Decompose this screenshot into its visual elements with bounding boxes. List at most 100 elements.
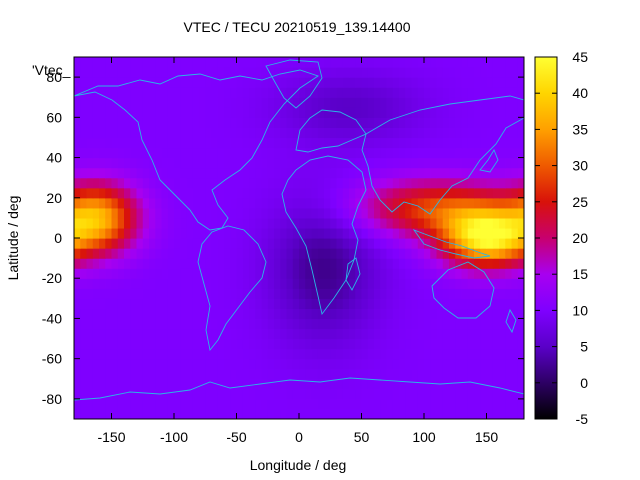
heatmap-cell (361, 157, 369, 169)
heatmap-cell (255, 77, 263, 88)
heatmap-cell (211, 207, 219, 219)
heatmap-cell (180, 348, 188, 360)
heatmap-cell (499, 408, 506, 419)
heatmap-cell (517, 157, 524, 169)
heatmap-cell (92, 398, 100, 410)
heatmap-cell (324, 187, 331, 199)
heatmap-cell (505, 368, 513, 380)
heatmap-cell (399, 308, 406, 320)
heatmap-cell (99, 217, 106, 229)
heatmap-cell (486, 288, 494, 299)
heatmap-cell (255, 147, 263, 159)
heatmap-cell (236, 137, 244, 149)
heatmap-cell (467, 248, 475, 259)
heatmap-cell (374, 378, 381, 390)
heatmap-cell (424, 298, 431, 309)
heatmap-cell (86, 378, 94, 390)
heatmap-cell (505, 217, 513, 229)
heatmap-cell (392, 187, 400, 199)
heatmap-cell (311, 328, 319, 340)
heatmap-cell (474, 288, 481, 299)
heatmap-cell (449, 197, 456, 209)
heatmap-cell (174, 157, 181, 169)
heatmap-cell (74, 227, 81, 239)
heatmap-cell (267, 117, 275, 128)
heatmap-cell (449, 57, 456, 68)
y-axis-title: Latitude / deg (5, 196, 21, 281)
heatmap-cell (299, 77, 306, 88)
heatmap-cell (230, 398, 238, 410)
heatmap-cell (442, 298, 450, 309)
heatmap-cell (430, 127, 438, 139)
heatmap-cell (299, 318, 306, 330)
heatmap-cell (167, 157, 175, 169)
heatmap-cell (130, 248, 138, 259)
heatmap-cell (236, 87, 244, 98)
heatmap-cell (199, 328, 206, 340)
heatmap-cell (199, 398, 206, 410)
heatmap-cell (367, 227, 375, 239)
heatmap-cell (461, 348, 469, 360)
heatmap-cell (380, 398, 388, 410)
heatmap-cell (142, 57, 150, 68)
heatmap-cell (274, 358, 281, 370)
heatmap-cell (392, 227, 400, 239)
heatmap-cell (280, 278, 288, 289)
heatmap-cell (224, 97, 231, 108)
heatmap-cell (424, 308, 431, 320)
heatmap-cell (386, 378, 394, 390)
heatmap-cell (436, 77, 444, 88)
heatmap-cell (486, 358, 494, 370)
heatmap-cell (342, 147, 350, 159)
heatmap-cell (192, 127, 200, 139)
heatmap-cell (486, 308, 494, 320)
heatmap-cell (217, 318, 225, 330)
heatmap-cell (117, 248, 125, 259)
heatmap-cell (499, 318, 506, 330)
heatmap-cell (155, 298, 163, 309)
heatmap-cell (92, 187, 100, 199)
heatmap-cell (380, 177, 388, 189)
heatmap-cell (117, 157, 125, 169)
heatmap-cell (311, 227, 319, 239)
heatmap-cell (136, 368, 144, 380)
heatmap-cell (405, 258, 413, 269)
heatmap-cell (211, 238, 219, 249)
heatmap-cell (205, 258, 213, 269)
heatmap-cell (236, 217, 244, 229)
heatmap-cell (117, 368, 125, 380)
heatmap-cell (492, 338, 500, 350)
heatmap-cell (130, 127, 138, 139)
heatmap-cell (436, 217, 444, 229)
heatmap-cell (161, 227, 169, 239)
heatmap-cell (230, 57, 238, 68)
heatmap-cell (442, 378, 450, 390)
heatmap-cell (424, 87, 431, 98)
heatmap-cell (92, 167, 100, 179)
heatmap-cell (261, 77, 269, 88)
heatmap-cell (224, 77, 231, 88)
heatmap-cell (136, 227, 144, 239)
heatmap-cell (167, 348, 175, 360)
heatmap-cell (286, 157, 294, 169)
heatmap-cell (467, 67, 475, 78)
heatmap-cell (124, 177, 131, 189)
heatmap-cell (180, 137, 188, 149)
heatmap-cell (386, 308, 394, 320)
heatmap-cell (124, 368, 131, 380)
heatmap-cell (161, 67, 169, 78)
heatmap-cell (405, 358, 413, 370)
heatmap-cell (442, 197, 450, 209)
heatmap-cell (405, 127, 413, 139)
heatmap-cell (242, 338, 250, 350)
heatmap-cell (424, 348, 431, 360)
heatmap-cell (205, 358, 213, 370)
heatmap-cell (205, 147, 213, 159)
heatmap-cell (155, 318, 163, 330)
heatmap-cell (324, 348, 331, 360)
heatmap-cell (136, 117, 144, 128)
heatmap-cell (392, 147, 400, 159)
heatmap-cell (324, 338, 331, 350)
heatmap-cell (74, 248, 81, 259)
heatmap-cell (480, 278, 488, 289)
